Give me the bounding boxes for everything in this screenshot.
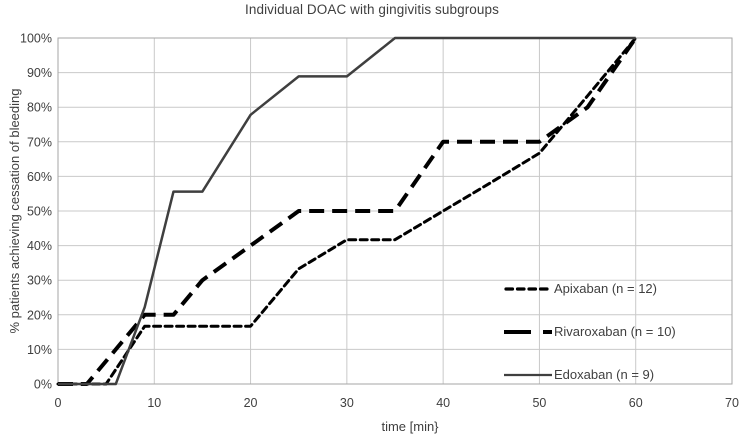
y-tick-label: 100% xyxy=(20,32,52,46)
x-axis-title: time [min} xyxy=(381,419,439,434)
legend-item-apixaban: Apixaban (n = 12) xyxy=(503,280,676,297)
y-tick-label: 0% xyxy=(34,378,52,392)
legend-item-edoxaban: Edoxaban (n = 9) xyxy=(503,366,676,383)
legend-label-edoxaban: Edoxaban (n = 9) xyxy=(554,367,655,382)
y-tick-label: 70% xyxy=(27,135,52,149)
x-tick-label: 50 xyxy=(532,396,546,410)
y-tick-label: 60% xyxy=(27,170,52,184)
y-tick-label: 40% xyxy=(27,239,52,253)
x-tick-label: 10 xyxy=(147,396,161,410)
y-tick-label: 10% xyxy=(27,343,52,357)
y-tick-label: 90% xyxy=(27,66,52,80)
x-tick-label: 30 xyxy=(340,396,354,410)
x-tick-label: 40 xyxy=(436,396,450,410)
legend-line-rivaroxaban-icon xyxy=(504,329,552,334)
legend-item-rivaroxaban: Rivaroxaban (n = 10) xyxy=(503,323,676,340)
y-tick-label: 30% xyxy=(27,274,52,288)
legend-line-apixaban-icon xyxy=(504,286,552,291)
legend-line-edoxaban-icon xyxy=(504,373,552,376)
series-line-rivaroxaban xyxy=(58,36,638,386)
legend-label-apixaban: Apixaban (n = 12) xyxy=(554,281,657,296)
y-tick-label: 50% xyxy=(27,205,52,219)
y-tick-label: 20% xyxy=(27,308,52,322)
chart-title: Individual DOAC with gingivitis subgroup… xyxy=(245,2,499,17)
x-tick-label: 60 xyxy=(629,396,643,410)
x-tick-label: 0 xyxy=(55,396,62,410)
x-tick-label: 70 xyxy=(725,396,739,410)
legend-label-rivaroxaban: Rivaroxaban (n = 10) xyxy=(554,324,676,339)
series-line-apixaban xyxy=(56,36,638,386)
series-line-edoxaban xyxy=(58,36,636,386)
legend: Apixaban (n = 12) Rivaroxaban (n = 10) E… xyxy=(503,280,676,409)
y-tick-label: 80% xyxy=(27,101,52,115)
x-tick-label: 20 xyxy=(244,396,258,410)
